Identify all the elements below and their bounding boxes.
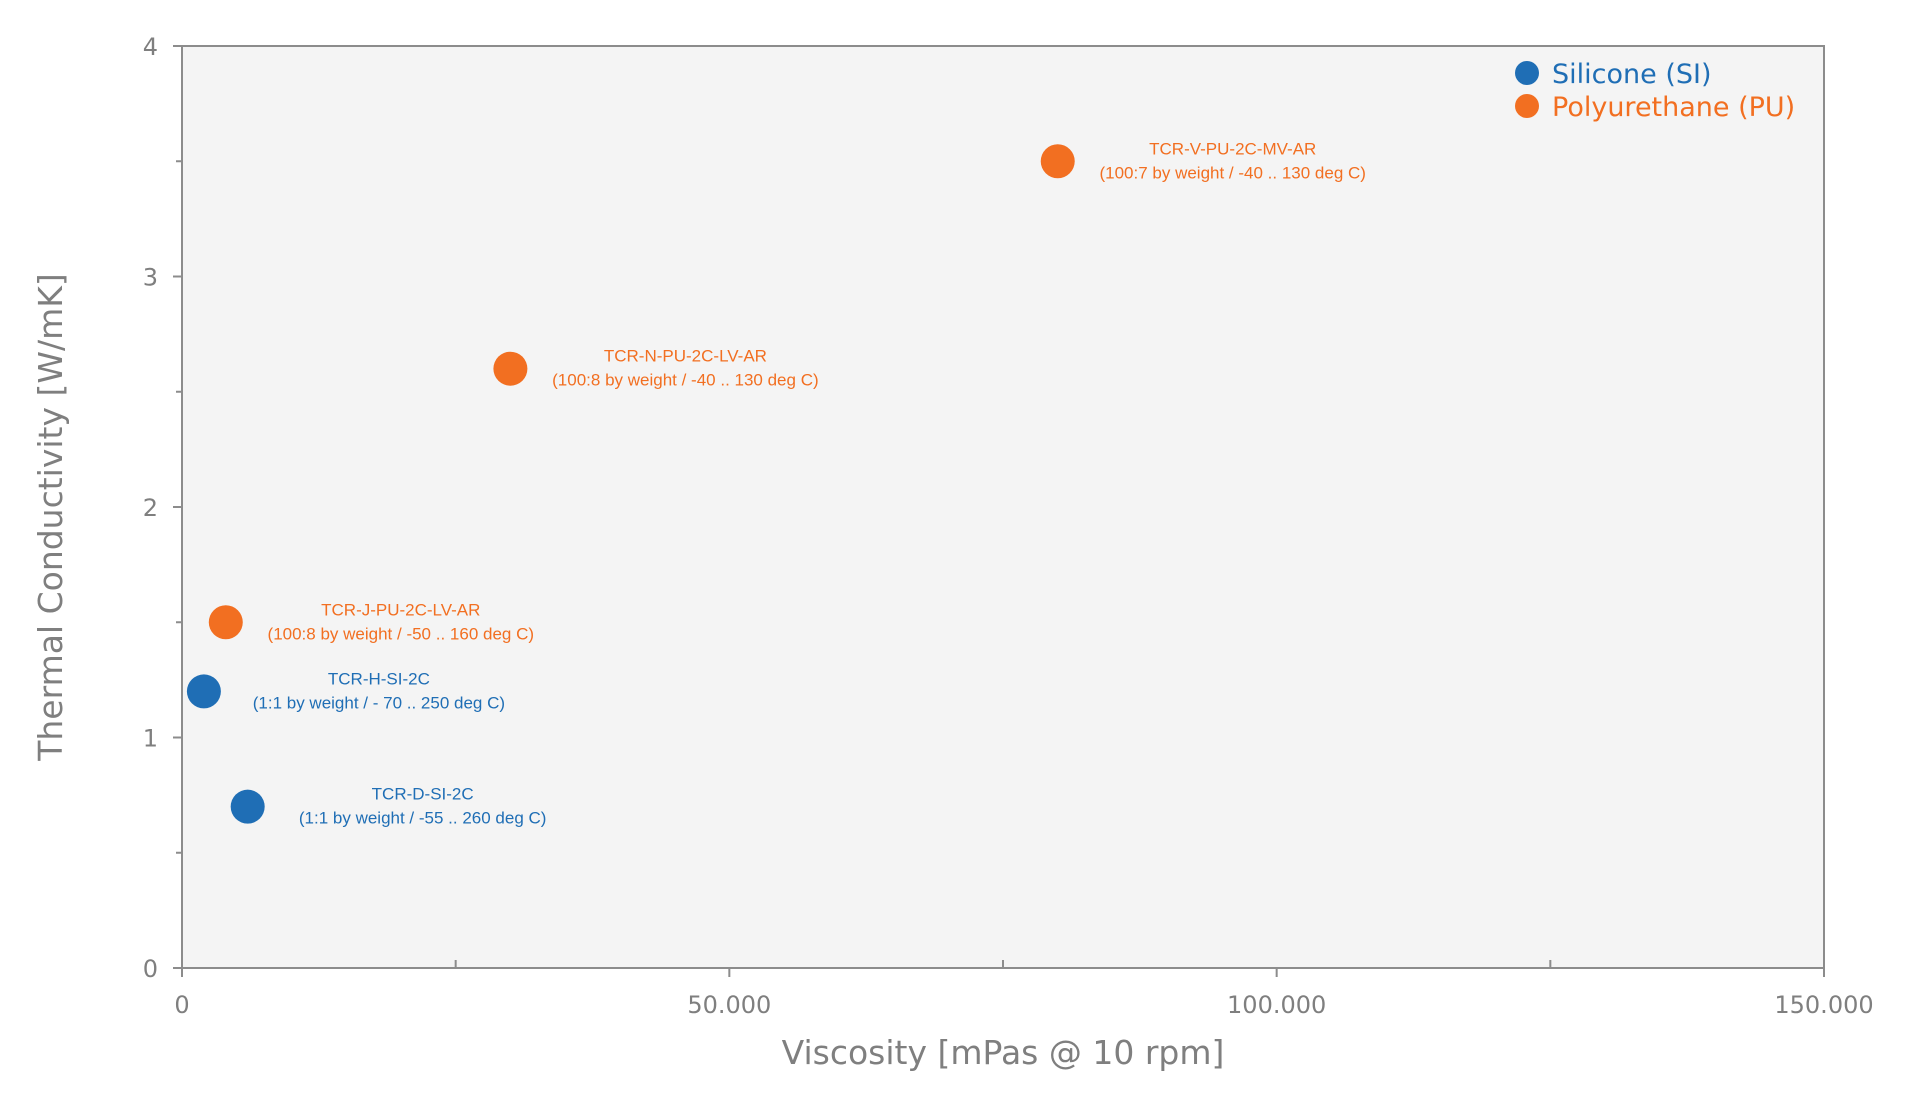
x-tick-label: 0 [174, 991, 189, 1019]
point-label: TCR-N-PU-2C-LV-AR [604, 347, 767, 366]
point-sublabel: (1:1 by weight / -55 .. 260 deg C) [299, 809, 547, 828]
y-tick-label: 2 [143, 494, 158, 522]
y-tick-label: 4 [143, 33, 158, 61]
legend-marker [1515, 94, 1539, 118]
data-point [493, 351, 528, 386]
point-sublabel: (100:8 by weight / -50 .. 160 deg C) [268, 624, 535, 643]
legend-marker [1515, 61, 1539, 85]
point-sublabel: (1:1 by weight / - 70 .. 250 deg C) [253, 693, 505, 712]
point-label: TCR-H-SI-2C [328, 669, 430, 688]
y-tick-label: 0 [143, 955, 158, 983]
y-axis-title: Thermal Conductivity [W/mK] [31, 273, 70, 762]
point-label: TCR-V-PU-2C-MV-AR [1149, 139, 1316, 158]
point-label: TCR-D-SI-2C [372, 785, 474, 804]
point-annotations: TCR-H-SI-2C (1:1 by weight / - 70 .. 250 … [253, 139, 1366, 827]
legend-label: Polyurethane (PU) [1552, 92, 1795, 123]
x-tick-label: 100.000 [1227, 991, 1326, 1019]
data-point [1040, 144, 1075, 179]
x-axis-title: Viscosity [mPas @ 10 rpm] [782, 1033, 1225, 1072]
legend-label: Silicone (SI) [1552, 59, 1711, 90]
x-tick-label: 150.000 [1774, 991, 1873, 1019]
data-points [186, 144, 1075, 824]
y-tick-label: 1 [143, 725, 158, 753]
plot-area [181, 45, 1825, 969]
point-label: TCR-J-PU-2C-LV-AR [321, 600, 480, 619]
y-tick-label: 3 [143, 264, 158, 292]
axis-ticks: 0 50.000 100.000 150.000 0 1 2 3 4 [143, 33, 1874, 1019]
legend: Silicone (SI)Polyurethane (PU) [1515, 59, 1795, 123]
data-point [230, 789, 265, 824]
data-point [208, 605, 243, 640]
data-point [186, 674, 221, 709]
x-tick-label: 50.000 [687, 991, 771, 1019]
point-sublabel: (100:7 by weight / -40 .. 130 deg C) [1099, 163, 1366, 182]
point-sublabel: (100:8 by weight / -40 .. 130 deg C) [552, 371, 819, 390]
